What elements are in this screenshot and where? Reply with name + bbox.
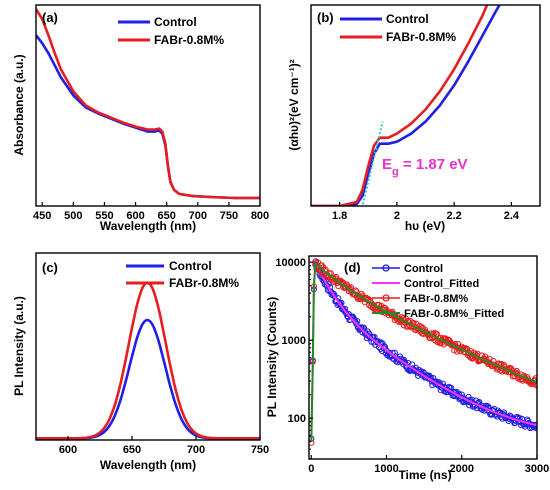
- panel-a-y-axis-label: Absorbance (a.u.): [12, 54, 26, 155]
- series-control: [36, 34, 260, 200]
- panel-c-frame: [35, 252, 261, 441]
- x-tick-label: 700: [189, 210, 207, 222]
- legend-label-control: Control: [169, 259, 212, 273]
- panel-b-eg-annotation: Eg = 1.87 eV: [382, 156, 468, 178]
- series-fabr-0-8m-: [311, 5, 489, 206]
- x-tick-label: 500: [64, 210, 82, 222]
- panel-a-x-axis-label: Wavelength (nm): [100, 219, 196, 233]
- series-control-fitted: [310, 262, 537, 442]
- panel-d-y-axis-label: PL Intensity (Counts): [265, 297, 279, 417]
- panel-a-x-ticks: 450 500 550 600 650 700 750 800: [33, 202, 269, 222]
- legend-marker-fabr: [382, 294, 390, 302]
- x-tick-label: 550: [95, 210, 113, 222]
- panel-b-frame: [310, 4, 541, 207]
- panel-b-legend: Control FABr-0.8M%: [340, 12, 456, 44]
- x-tick-label: 2.2: [446, 210, 461, 222]
- series-control: [36, 318, 260, 440]
- x-tick-label: 750: [251, 444, 269, 456]
- legend-label-fabr: FABr-0.8M%: [154, 33, 224, 47]
- legend-label-fabr-fitted: FABr-0.8M%_Fitted: [404, 308, 504, 320]
- y-tick-label: 10000: [275, 257, 306, 269]
- panel-c-y-axis-label: PL Intensity (a.u.): [12, 296, 26, 396]
- panel-a-absorbance: 450 500 550 600 650 700 750 800 (a) Wavelength …: [12, 4, 269, 233]
- legend-marker-control: [382, 264, 390, 272]
- panel-c-x-axis-label: Wavelength (nm): [100, 458, 196, 472]
- series-fabr-0-8m-: [36, 281, 260, 440]
- panel-c-legend: Control FABr-0.8M%: [126, 259, 239, 290]
- y-tick-label: 1000: [282, 335, 306, 347]
- x-tick-label: 2.4: [504, 210, 520, 222]
- panel-b-y-axis-label: (αhυ)²(eV cm⁻¹)²: [287, 59, 301, 150]
- panel-c-plot-area: [36, 281, 260, 440]
- panel-b-label: (b): [317, 10, 334, 25]
- panel-a-label: (a): [42, 10, 58, 25]
- panel-b-x-axis-label: hυ (eV): [405, 219, 445, 233]
- x-tick-label: 450: [33, 210, 51, 222]
- legend-label-control: Control: [154, 15, 197, 29]
- panel-b-plot-area: [311, 5, 502, 206]
- x-tick-label: 3000: [525, 463, 549, 475]
- x-tick-label: 1.8: [332, 210, 347, 222]
- panel-c-label: (c): [42, 260, 58, 275]
- series-control: [311, 5, 502, 206]
- series-fabr-0-8m-fitted: [310, 262, 537, 442]
- x-tick-label: 0: [308, 463, 314, 475]
- legend-label-control: Control: [404, 263, 443, 275]
- panel-a-legend: Control FABr-0.8M%: [118, 15, 224, 47]
- panel-d-label: (d): [344, 260, 361, 275]
- series-fabr-0-8m--point: [533, 382, 537, 389]
- panel-b-x-ticks: 1.8 2 2.2 2.4: [332, 202, 520, 222]
- panel-a-plot-area: [36, 8, 260, 200]
- panel-c-pl-spectra: 600 650 700 750 (c) Wavelength (nm) PL Inte…: [12, 252, 269, 472]
- x-tick-label: 600: [126, 210, 144, 222]
- panel-d-legend: Control Control_Fitted FABr-0.8M% FABr-0…: [372, 263, 504, 320]
- legend-label-control: Control: [386, 12, 429, 26]
- x-tick-label: 1000: [374, 463, 398, 475]
- x-tick-label: 700: [187, 444, 205, 456]
- panel-d-ticks: 0 1000 2000 3000 100 1000 10000: [275, 257, 549, 475]
- legend-label-fabr: FABr-0.8M%: [386, 30, 456, 44]
- x-tick-label: 650: [123, 444, 141, 456]
- legend-label-fabr: FABr-0.8M%: [169, 276, 239, 290]
- y-tick-label: 100: [288, 413, 306, 425]
- x-tick-label: 750: [220, 210, 238, 222]
- x-tick-label: 2: [394, 210, 400, 222]
- x-tick-label: 800: [251, 210, 269, 222]
- x-tick-label: 650: [157, 210, 175, 222]
- x-tick-label: 2000: [450, 463, 474, 475]
- legend-label-fabr: FABr-0.8M%: [404, 293, 468, 305]
- legend-label-control-fitted: Control_Fitted: [404, 278, 479, 290]
- panel-c-x-ticks: 600 650 700 750: [59, 436, 269, 456]
- x-tick-label: 600: [59, 444, 77, 456]
- panel-b-tauc-plot: 1.8 2 2.2 2.4 (b) hυ (eV) (αhυ)²(eV cm⁻¹)² …: [287, 4, 541, 233]
- panel-d-plot-area: [309, 258, 537, 446]
- series-tangent-line: [361, 121, 384, 206]
- panel-d-x-axis-label: Time (ns): [398, 468, 451, 482]
- series-fabr-0-8m-: [36, 8, 260, 200]
- panel-a-frame: [35, 4, 261, 207]
